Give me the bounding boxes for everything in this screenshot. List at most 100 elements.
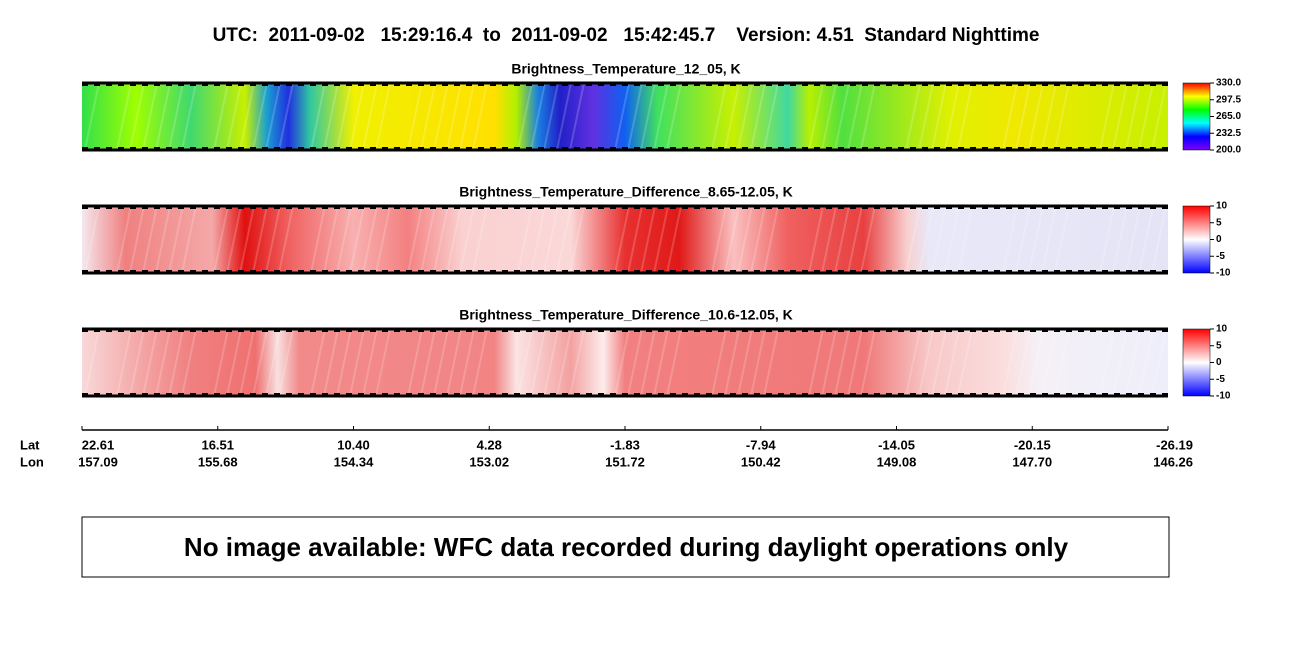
lat-tick-label: -1.83 [610, 437, 640, 452]
streak [349, 82, 365, 151]
streak [239, 205, 255, 274]
streak [1138, 82, 1154, 151]
streak [226, 328, 242, 397]
streak [834, 328, 850, 397]
streak [168, 328, 184, 397]
streak [168, 82, 184, 151]
streak [265, 328, 281, 397]
streak [517, 328, 533, 397]
streak [446, 328, 462, 397]
streak [433, 328, 449, 397]
streak [1028, 205, 1044, 274]
colorbar-tick-label: 232.5 [1216, 128, 1241, 139]
streak [860, 205, 876, 274]
streak [213, 82, 229, 151]
streak [931, 82, 947, 151]
streak [252, 205, 268, 274]
streak [84, 205, 100, 274]
streak [808, 328, 824, 397]
colorbar-tick-label: 0 [1216, 234, 1222, 245]
lat-tick-label: 10.40 [337, 437, 370, 452]
streak [420, 205, 436, 274]
streak [666, 205, 682, 274]
streak [821, 205, 837, 274]
lon-tick-label: 157.09 [78, 454, 118, 469]
streak [336, 82, 352, 151]
streak [1028, 82, 1044, 151]
streak [569, 328, 585, 397]
streak [142, 205, 158, 274]
streak [420, 328, 436, 397]
lon-tick-label: 149.08 [877, 454, 917, 469]
streak [129, 205, 145, 274]
lat-tick-label: 16.51 [201, 437, 234, 452]
lat-tick-label: -7.94 [746, 437, 776, 452]
streak [310, 82, 326, 151]
colorbar [1182, 205, 1211, 274]
streak [1125, 205, 1141, 274]
colorbar-tick-label: 297.5 [1216, 94, 1241, 105]
streak [1054, 205, 1070, 274]
panel-title: Brightness_Temperature_Difference_8.65-1… [459, 184, 793, 200]
lat-tick-label: 4.28 [477, 437, 502, 452]
streak [375, 328, 391, 397]
streak [931, 328, 947, 397]
streak [1054, 82, 1070, 151]
streak [808, 82, 824, 151]
streak [821, 82, 837, 151]
colorbar-tick-label: -10 [1216, 268, 1231, 279]
streak [1015, 328, 1031, 397]
streak [860, 328, 876, 397]
streak [1002, 328, 1018, 397]
streak [569, 82, 585, 151]
streak [957, 205, 973, 274]
streak [640, 328, 656, 397]
streak [1099, 82, 1115, 151]
streak [310, 328, 326, 397]
streak [711, 82, 727, 151]
streak [543, 328, 559, 397]
streak [737, 205, 753, 274]
streak [905, 205, 921, 274]
streak [530, 205, 546, 274]
streak [1112, 205, 1128, 274]
streak [905, 82, 921, 151]
panel-title: Brightness_Temperature_12_05, K [511, 61, 740, 77]
streak [472, 82, 488, 151]
streak [1099, 205, 1115, 274]
streak [375, 205, 391, 274]
panel-title: Brightness_Temperature_Difference_10.6-1… [459, 307, 793, 323]
lon-tick-label: 150.42 [741, 454, 781, 469]
streak [433, 205, 449, 274]
streak [711, 205, 727, 274]
streak [336, 205, 352, 274]
streak [1151, 205, 1167, 274]
streak [944, 82, 960, 151]
streak [653, 328, 669, 397]
streak [459, 328, 475, 397]
streak [407, 82, 423, 151]
colorbar-tick-label: -5 [1216, 374, 1225, 385]
streak [653, 82, 669, 151]
swath-image [82, 329, 1168, 396]
streak [666, 328, 682, 397]
streak [543, 82, 559, 151]
streak [459, 205, 475, 274]
lat-label: Lat [20, 437, 40, 452]
streak [530, 328, 546, 397]
streak [239, 82, 255, 151]
streak [1002, 82, 1018, 151]
streak [627, 328, 643, 397]
streak [944, 205, 960, 274]
streak [1041, 82, 1057, 151]
page-title: UTC: 2011-09-02 15:29:16.4 to 2011-09-02… [213, 25, 1040, 46]
colorbar-tick-label: 10 [1216, 324, 1228, 335]
streak [860, 82, 876, 151]
streak [181, 328, 197, 397]
lon-tick-label: 153.02 [469, 454, 509, 469]
streak [1028, 328, 1044, 397]
lon-tick-label: 146.26 [1153, 454, 1193, 469]
streak [155, 328, 171, 397]
streak [155, 82, 171, 151]
streak [944, 328, 960, 397]
